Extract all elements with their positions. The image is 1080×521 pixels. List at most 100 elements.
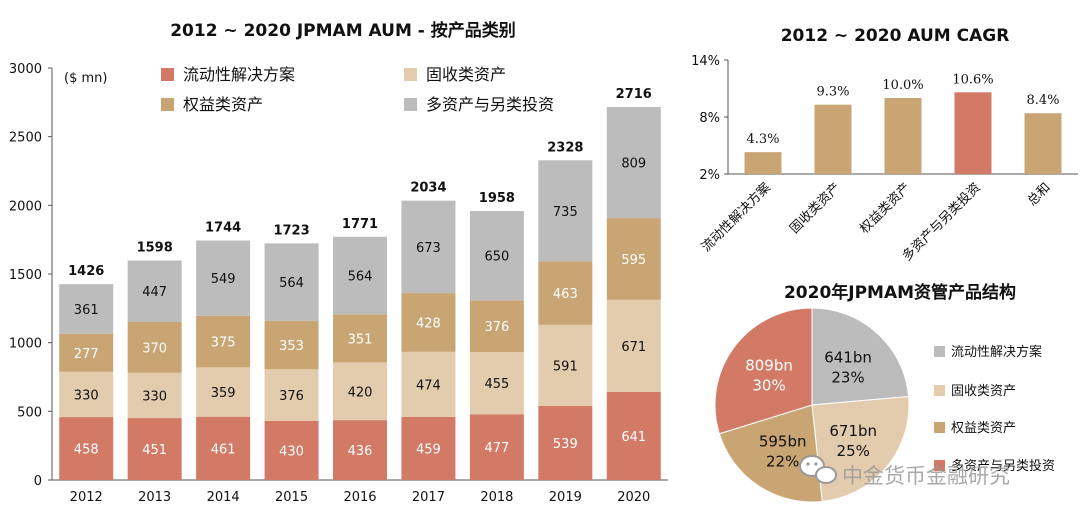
bar-value-label: 447 [142,285,167,300]
pie-legend-swatch [934,422,945,433]
bar-value-label: 458 [74,443,99,458]
bar-segment [59,371,114,418]
y-tick-label: 0 [34,474,42,489]
bar-value-label: 474 [416,378,441,393]
x-tick-label: 2016 [343,490,376,505]
bar-value-label: 564 [348,270,373,285]
bar-value-label: 455 [484,377,509,392]
y-tick-label: 8% [699,111,720,126]
bar-segment [264,369,319,421]
cagr-value-label: 8.4% [1026,93,1059,108]
pie-value-label: 809bn [745,356,793,374]
pie-percent-label: 30% [752,376,785,394]
wechat-icon [799,455,837,484]
legend-label: 固收类资产 [426,65,506,84]
bar-segment [469,352,524,415]
cagr-category-label: 流动性解决方案 [698,180,774,256]
pie-value-label: 595bn [759,433,807,451]
legend-label: 权益类资产 [183,95,263,114]
bar-segment [333,314,387,363]
cagr-bar [814,104,852,174]
pie-percent-label: 23% [831,369,864,387]
x-tick-label: 2015 [275,490,308,505]
bar-segment [127,260,182,322]
bar-segment [59,333,114,372]
bar-value-label: 430 [279,444,304,459]
pie-percent-label: 25% [837,442,870,460]
bar-value-label: 459 [416,442,441,457]
cagr-bar [884,98,922,174]
bar-value-label: 361 [74,303,99,318]
main-chart-title: 2012 ~ 2020 JPMAM AUM - 按产品类别 [170,20,516,41]
bar-segment [606,299,661,392]
pie-legend-swatch [934,460,945,471]
cagr-value-label: 4.3% [746,132,779,147]
bar-segment [127,418,182,480]
bar-segment [196,315,251,368]
bar-segment [606,218,661,300]
bar-total-label: 1598 [137,241,173,256]
pie-slice [718,404,823,503]
y-tick-label: 2500 [9,131,42,146]
bar-segment [401,200,456,294]
stacked-bar-chart: 0 500 1000 1500 2000 2500 3000 2012 458 330 277 361… [9,62,668,505]
pie-value-label: 641bn [824,349,872,367]
bar-value-label: 359 [211,386,236,401]
bar-total-label: 1723 [273,223,309,238]
bar-value-label: 375 [211,336,236,351]
legend-swatch [404,98,417,111]
bar-value-label: 451 [142,443,167,458]
legend-swatch [161,98,174,111]
watermark: 中金货币金融研究 [799,455,1010,488]
bar-segment [196,367,251,417]
bar-value-label: 735 [553,205,578,220]
main-chart-unit-label: ($ mn) [64,71,107,86]
bar-segment [264,320,319,370]
x-tick-label: 2014 [207,490,240,505]
bar-value-label: 477 [484,441,509,456]
legend-swatch [404,68,417,81]
pie-legend-swatch [934,346,945,357]
bar-segment [127,321,182,373]
bar-total-label: 2328 [547,140,583,155]
cagr-category-label: 总和 [1025,180,1054,209]
legend-label: 多资产与另类投资 [426,95,554,114]
pie-chart-title: 2020年JPMAM资管产品结构 [784,282,1016,303]
bar-segment [333,362,387,421]
bar-total-label: 2716 [616,87,652,102]
bar-segment [538,405,593,480]
cagr-value-label: 10.0% [882,78,923,93]
legend-label: 流动性解决方案 [183,65,295,84]
bar-value-label: 673 [416,241,441,256]
bar-total-label: 1958 [479,191,515,206]
x-tick-label: 2017 [412,490,445,505]
bar-value-label: 595 [621,253,646,268]
x-tick-label: 2018 [480,490,513,505]
bar-segment [196,240,251,316]
bar-value-label: 353 [279,339,304,354]
pie-legend-swatch [934,385,945,396]
bar-segment [333,420,387,480]
bar-value-label: 370 [142,341,167,356]
bar-segment [469,414,524,480]
y-tick-label: 14% [691,54,720,69]
y-tick-label: 2% [699,168,720,183]
bar-segment [59,417,114,480]
bar-segment [606,391,661,480]
bar-value-label: 591 [553,359,578,374]
bar-value-label: 330 [74,388,99,403]
x-tick-label: 2012 [70,490,103,505]
bar-value-label: 277 [74,347,99,362]
pie-chart: 641bn 23% 671bn 25% 595bn 22% 809bn 30% 流动性解决方案固… [714,307,1055,503]
bar-value-label: 463 [553,287,578,302]
pie-value-label: 671bn [829,422,877,440]
bar-value-label: 461 [211,442,236,457]
bar-segment [606,107,661,219]
legend-swatch [161,68,174,81]
cagr-bar [1024,113,1062,174]
y-tick-label: 3000 [9,62,42,77]
bar-value-label: 330 [142,389,167,404]
bar-value-label: 549 [211,272,236,287]
